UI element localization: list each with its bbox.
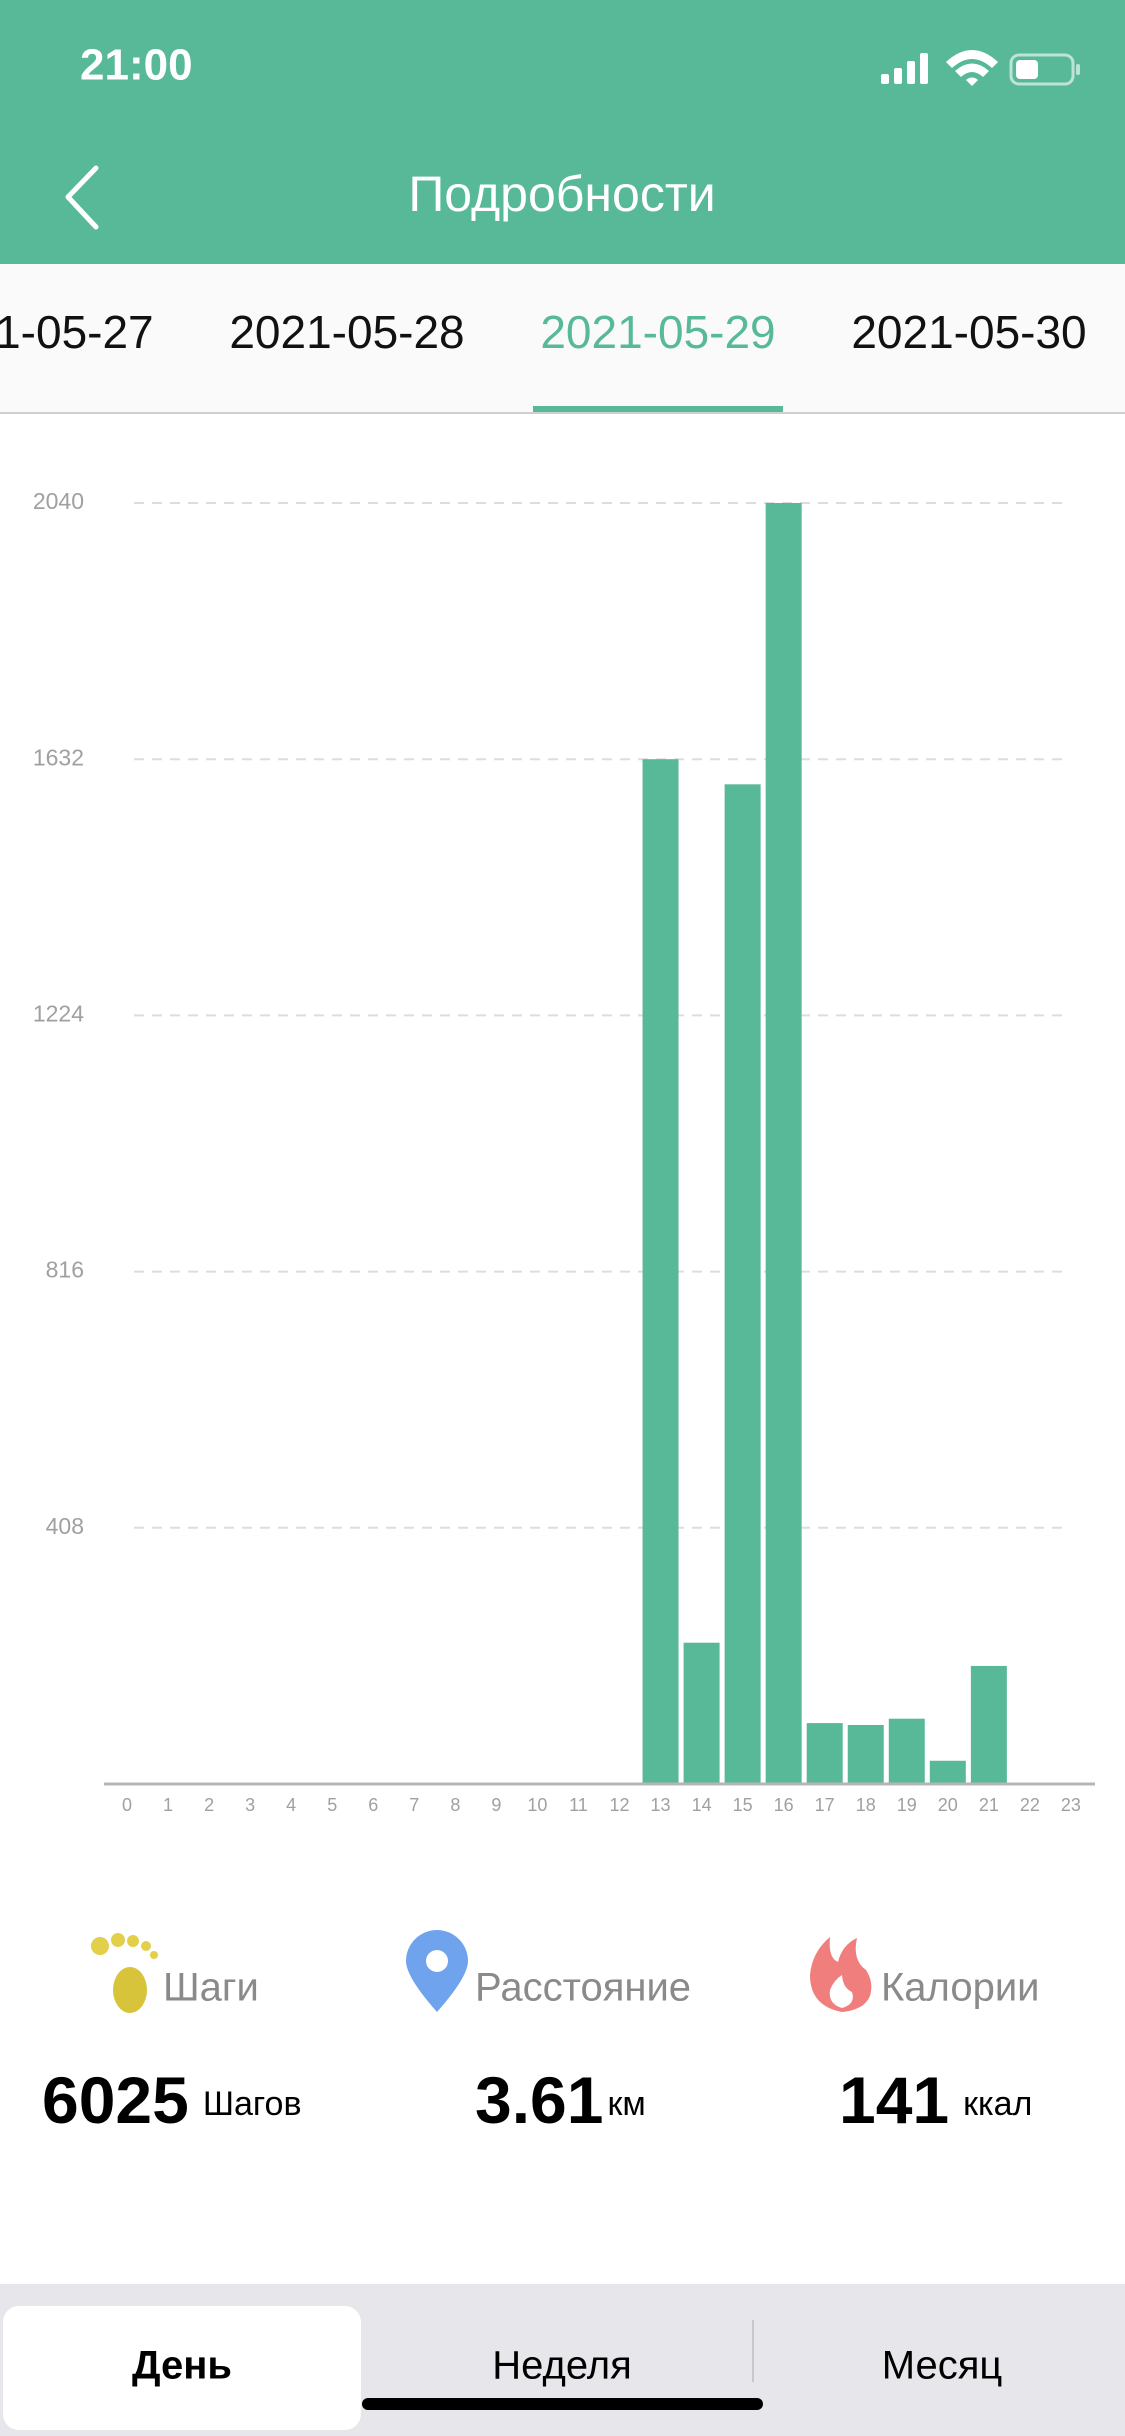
back-button[interactable]: [65, 165, 99, 230]
header-background: [0, 0, 1125, 264]
bar: [970, 1665, 1007, 1784]
segment-divider: [752, 2320, 754, 2382]
x-tick-label: 9: [491, 1795, 501, 1815]
stat-unit: км: [607, 2085, 645, 2123]
period-tab[interactable]: День: [132, 2344, 232, 2388]
x-tick-label: 12: [609, 1795, 629, 1815]
signal-bar: [907, 61, 915, 84]
foot-sole: [113, 1967, 147, 2013]
toe: [150, 1951, 158, 1959]
y-tick-label: 1224: [33, 1000, 84, 1026]
x-tick-label: 16: [774, 1795, 794, 1815]
pin-hole: [426, 1950, 448, 1972]
x-tick-label: 2: [204, 1795, 214, 1815]
date-tab[interactable]: 2021-05-27: [0, 306, 154, 358]
x-tick-label: 19: [897, 1795, 917, 1815]
battery-outline: [1009, 53, 1075, 86]
x-tick-label: 10: [527, 1795, 547, 1815]
x-tick-label: 23: [1061, 1795, 1081, 1815]
bar: [929, 1760, 966, 1784]
date-tab-bar: [0, 264, 1125, 413]
date-tab[interactable]: 2021-05-30: [851, 306, 1086, 358]
signal-bar: [881, 74, 889, 84]
signal-bar: [894, 68, 902, 84]
bar: [806, 1723, 843, 1784]
date-tabs: 2021-05-27 2021-05-28 2021-05-29 2021-05-30: [0, 306, 1087, 412]
x-tick-label: 22: [1020, 1795, 1040, 1815]
bar: [888, 1718, 925, 1784]
stat-unit: Шагов: [203, 2085, 302, 2123]
y-tick-label: 1632: [33, 744, 84, 770]
period-tab-selected: [3, 2306, 361, 2430]
toe: [141, 1941, 151, 1951]
wifi-icon: [946, 50, 998, 86]
stat-value: 6025: [42, 2063, 189, 2137]
toe: [111, 1933, 125, 1947]
y-tick-label: 816: [46, 1257, 84, 1283]
calories-icon: [810, 1937, 872, 2012]
bar: [642, 759, 679, 1785]
x-tick-label: 3: [245, 1795, 255, 1815]
header-title: Подробности: [408, 166, 715, 222]
stat-value: 141: [839, 2063, 949, 2137]
y-tick-label: 408: [46, 1513, 84, 1539]
steps-icon: [91, 1933, 158, 2013]
stat-label: Калории: [881, 1966, 1040, 2010]
period-tab[interactable]: Месяц: [882, 2344, 1003, 2388]
tab-bar-border: [0, 412, 1125, 414]
x-tick-label: 1: [163, 1795, 173, 1815]
x-tick-label: 15: [733, 1795, 753, 1815]
x-tick-label: 5: [327, 1795, 337, 1815]
bar: [847, 1724, 884, 1784]
x-tick-label: 8: [450, 1795, 460, 1815]
x-tick-label: 21: [979, 1795, 999, 1815]
x-tick-label: 20: [938, 1795, 958, 1815]
status-time: 21:00: [80, 41, 193, 90]
x-tick-label: 14: [692, 1795, 712, 1815]
x-tick-label: 6: [368, 1795, 378, 1815]
y-tick-label: 2040: [33, 488, 84, 514]
signal-bar: [920, 53, 928, 84]
toe: [91, 1937, 109, 1955]
x-tick-label: 17: [815, 1795, 835, 1815]
toe: [127, 1935, 139, 1947]
battery-cap: [1076, 64, 1080, 75]
date-tab[interactable]: 2021-05-29: [540, 306, 775, 358]
bar: [724, 784, 761, 1784]
flame-core: [829, 1975, 853, 2008]
distance-icon: [406, 1930, 468, 2012]
x-tick-label: 0: [122, 1795, 132, 1815]
home-indicator: [362, 2398, 763, 2410]
period-tab[interactable]: Неделя: [492, 2344, 632, 2388]
flame: [810, 1937, 872, 2012]
date-tab-underline: [533, 406, 783, 412]
stat-label: Расстояние: [475, 1966, 691, 2010]
x-tick-label: 13: [651, 1795, 671, 1815]
x-tick-label: 4: [286, 1795, 296, 1815]
period-tabs: День Неделя Месяц: [3, 2306, 1002, 2430]
stat-value-line: 141 ккал: [839, 2063, 1032, 2137]
x-tick-label: 7: [409, 1795, 419, 1815]
stat-unit: ккал: [963, 2085, 1032, 2123]
status-icons: [881, 50, 1080, 86]
date-tab[interactable]: 2021-05-28: [229, 306, 464, 358]
stat-value: 3.61: [475, 2063, 603, 2137]
stat-label: Шаги: [163, 1966, 259, 2010]
battery-level: [1016, 60, 1038, 79]
stat-value-line: 3.61 км: [475, 2063, 646, 2137]
stat-value-line: 6025 Шагов: [42, 2063, 302, 2137]
bar: [683, 1642, 720, 1784]
x-tick-label: 11: [569, 1795, 588, 1815]
x-tick-label: 18: [856, 1795, 876, 1815]
bar: [765, 503, 802, 1784]
